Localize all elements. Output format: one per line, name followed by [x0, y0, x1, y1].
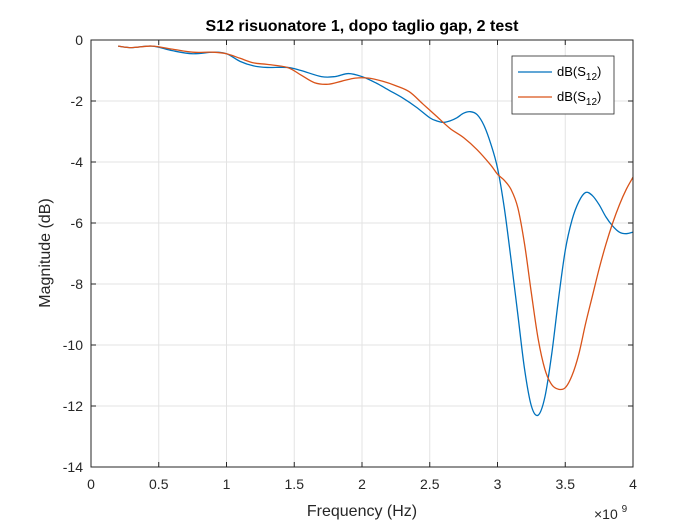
y-tick-labels: 0 -2 -4 -6 -8 -10 -12 -14: [63, 32, 83, 475]
series-lines: [118, 45, 634, 417]
legend: dB(S12) dB(S12): [511, 55, 615, 115]
legend-label-2: dB(S12): [557, 89, 601, 108]
x-exponent-power: 9: [622, 504, 628, 515]
y-axis-label: Magnitude (dB): [37, 198, 54, 307]
ticks: [90, 39, 634, 468]
legend-label-1: dB(S12): [557, 64, 601, 83]
series-line-1: [118, 45, 634, 417]
y-tick-label: 0: [75, 32, 83, 48]
y-tick-label: -8: [71, 276, 84, 292]
y-tick-label: -6: [71, 215, 84, 231]
x-exponent-base: ×10: [594, 506, 618, 522]
y-tick-label: -10: [63, 337, 83, 353]
legend-box: [511, 55, 615, 115]
legend-label-1-base: dB(S: [557, 64, 586, 79]
y-tick-label: -14: [63, 459, 83, 475]
legend-label-1-close: ): [597, 64, 601, 79]
chart-title: S12 risuonatore 1, dopo taglio gap, 2 te…: [206, 18, 520, 35]
x-tick-label: 1: [223, 476, 231, 492]
legend-label-2-sub: 12: [586, 97, 598, 108]
x-tick-label: 2.5: [420, 476, 440, 492]
x-tick-label: 4: [629, 476, 637, 492]
x-tick-label: 0.5: [149, 476, 169, 492]
x-exponent-label: ×10 9: [594, 504, 628, 522]
series-line-2: [118, 45, 634, 391]
x-tick-label: 3.5: [556, 476, 576, 492]
x-tick-label: 1.5: [285, 476, 305, 492]
x-tick-label: 3: [494, 476, 502, 492]
x-tick-label: 0: [87, 476, 95, 492]
x-axis-label: Frequency (Hz): [307, 503, 417, 520]
y-tick-label: -2: [71, 93, 84, 109]
y-tick-label: -4: [71, 154, 84, 170]
legend-label-2-close: ): [597, 89, 601, 104]
legend-label-1-sub: 12: [586, 72, 598, 83]
legend-label-2-base: dB(S: [557, 89, 586, 104]
x-tick-labels: 0 0.5 1 1.5 2 2.5 3 3.5 4: [87, 476, 637, 492]
x-tick-label: 2: [358, 476, 366, 492]
y-tick-label: -12: [63, 398, 83, 414]
